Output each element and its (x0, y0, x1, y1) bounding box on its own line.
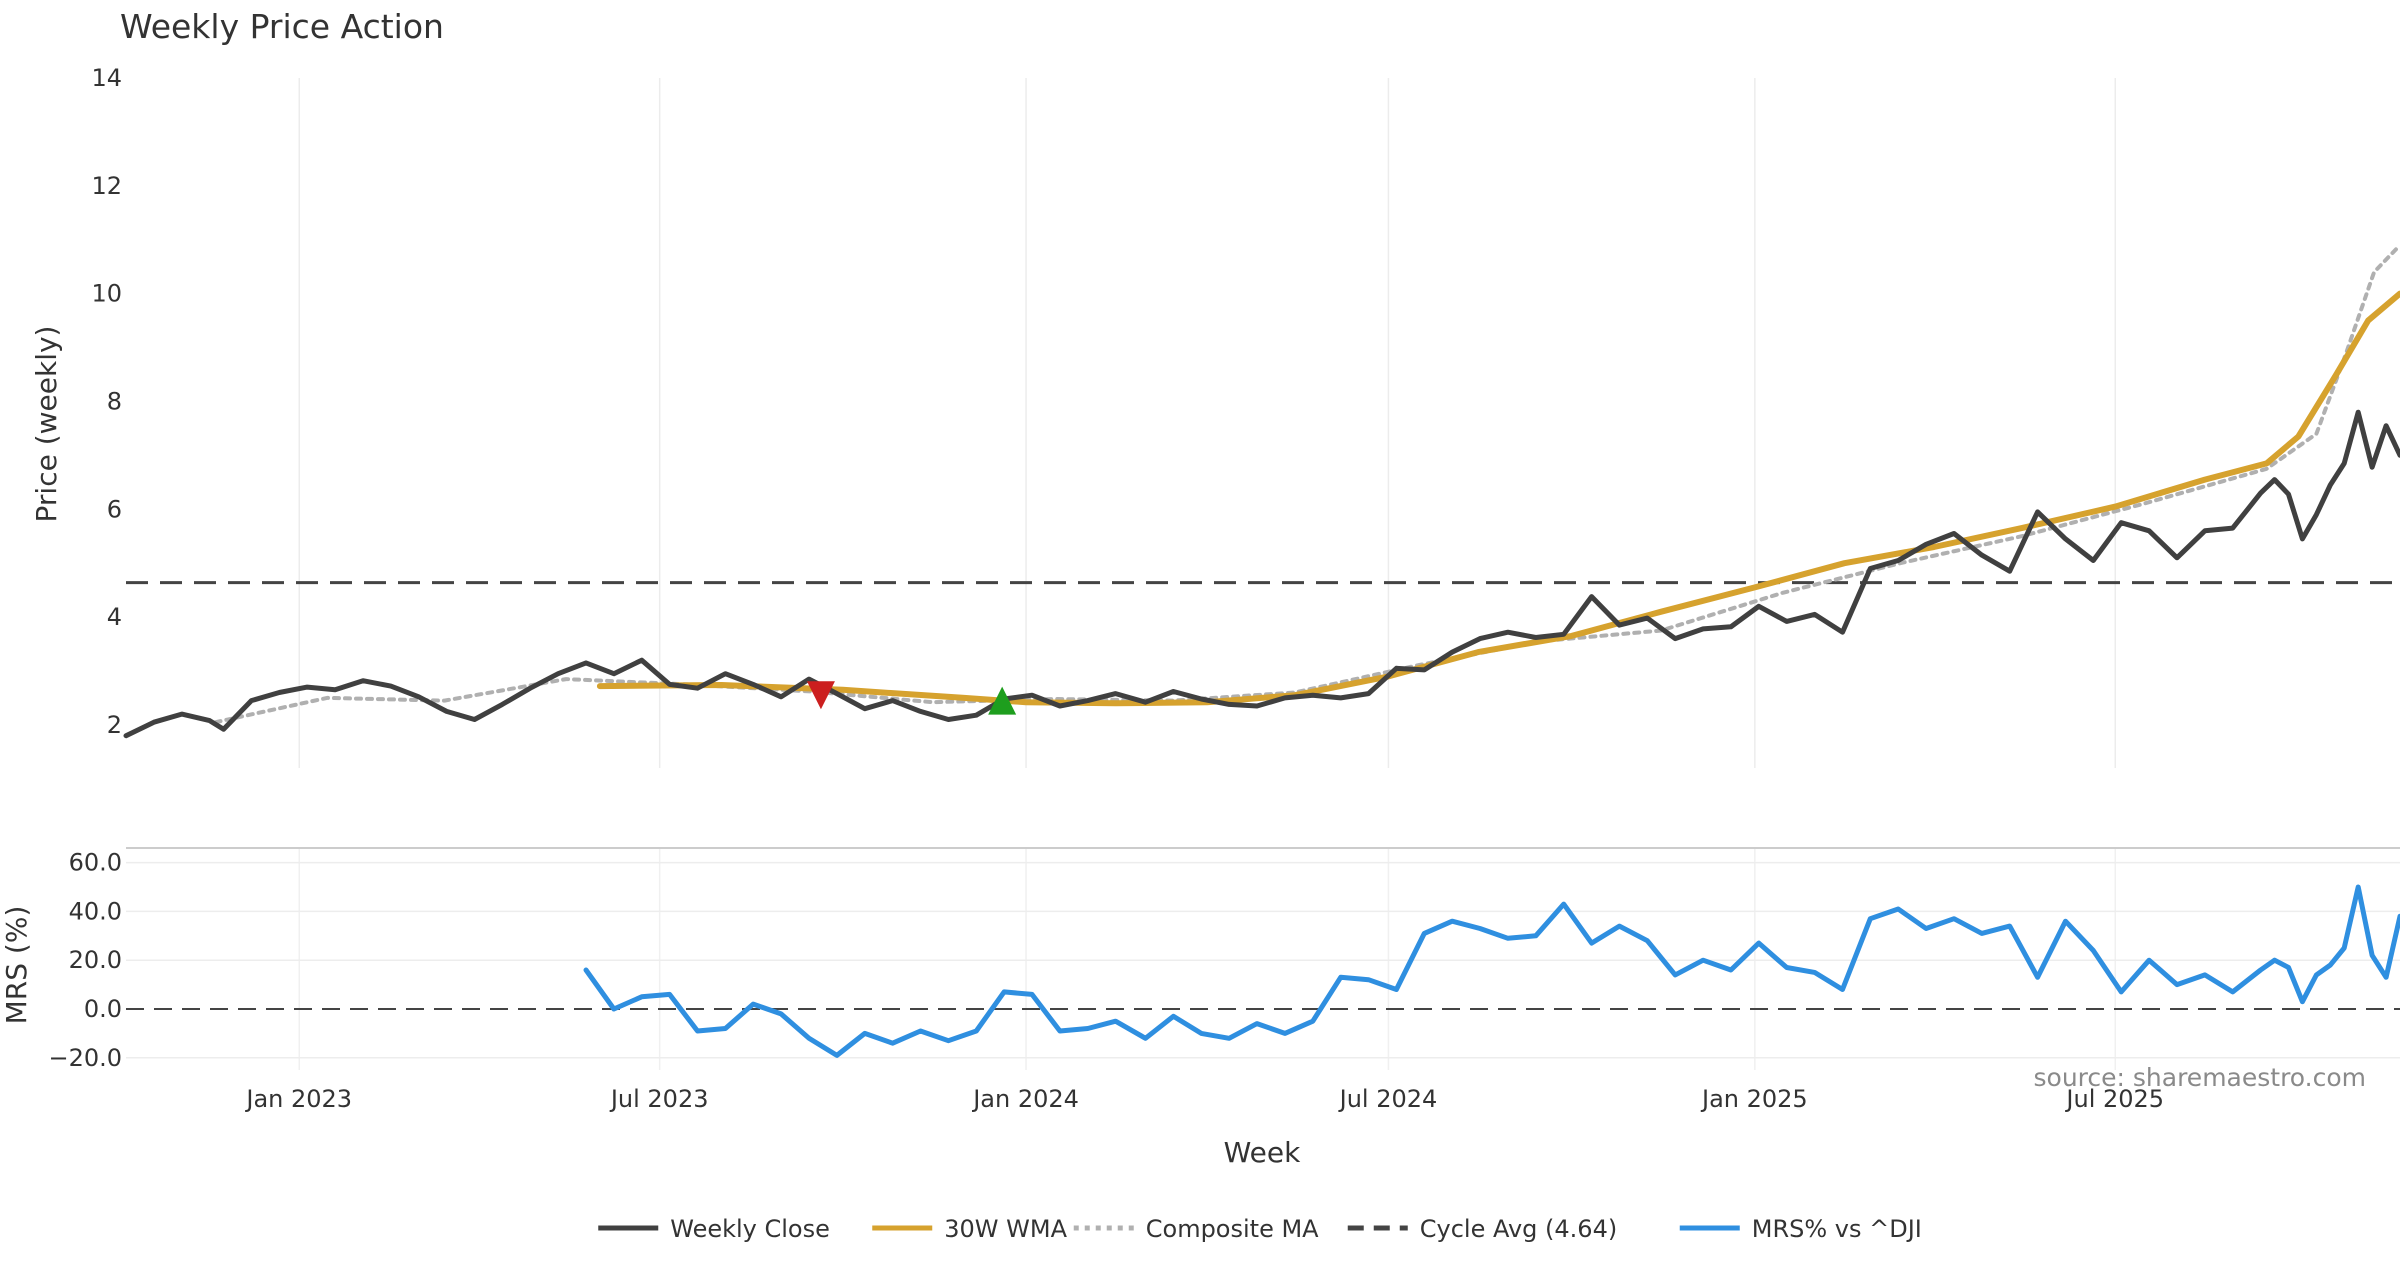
composite-ma-line (213, 243, 2400, 725)
mrs-y-tick-label: −20.0 (48, 1044, 122, 1072)
legend-label: MRS% vs ^DJI (1752, 1215, 1922, 1243)
mrs-grid (126, 847, 2400, 1070)
price-series (123, 243, 2400, 739)
x-tick-label: Jan 2023 (244, 1085, 352, 1113)
mrs-y-tick-label: 20.0 (69, 946, 122, 974)
x-axis-label: Week (1224, 1136, 1301, 1169)
sell-signal-marker (806, 681, 835, 710)
mrs-y-tick-label: 60.0 (69, 849, 122, 877)
mrs-y-tick-label: 40.0 (69, 897, 122, 925)
legend-label: Cycle Avg (4.64) (1420, 1215, 1617, 1243)
mrs-y-tick-label: 0.0 (84, 995, 122, 1023)
price-y-tick-label: 4 (107, 603, 122, 631)
mrs-y-ticks: −20.0 0.0 20.0 40.0 60.0 (48, 849, 122, 1072)
x-tick-label: Jul 2024 (1338, 1085, 1438, 1113)
legend: Weekly Close 30W WMA Composite MA Cycle Avg… (598, 1215, 1922, 1243)
price-y-ticks: 2 4 6 8 10 12 14 (91, 64, 122, 739)
price-y-tick-label: 6 (107, 495, 122, 523)
price-y-tick-label: 2 (107, 711, 122, 739)
x-ticks: Jan 2023 Jul 2023 Jan 2024 Jul 2024 Jan 2025… (244, 1085, 2164, 1113)
mrs-series (583, 884, 2400, 1058)
price-grid (298, 78, 2117, 768)
mrs-line (583, 884, 2400, 1058)
price-y-tick-label: 12 (91, 172, 122, 200)
source-note: source: sharemaestro.com (2034, 1063, 2367, 1092)
legend-label: 30W WMA (944, 1215, 1067, 1243)
buy-signal-marker (988, 686, 1017, 715)
x-tick-label: Jul 2025 (2064, 1085, 2164, 1113)
chart-title: Weekly Price Action (120, 7, 444, 46)
x-tick-label: Jan 2025 (1700, 1085, 1808, 1113)
weekly-close-line (123, 409, 2400, 739)
legend-label: Composite MA (1146, 1215, 1319, 1243)
price-y-tick-label: 14 (91, 64, 122, 92)
legend-label: Weekly Close (670, 1215, 830, 1243)
mrs-y-axis-label: MRS (%) (0, 906, 33, 1025)
price-y-axis-label: Price (weekly) (30, 326, 63, 523)
price-y-tick-label: 8 (107, 387, 122, 415)
price-y-tick-label: 10 (91, 280, 122, 308)
x-tick-label: Jan 2024 (971, 1085, 1079, 1113)
x-tick-label: Jul 2023 (609, 1085, 709, 1113)
